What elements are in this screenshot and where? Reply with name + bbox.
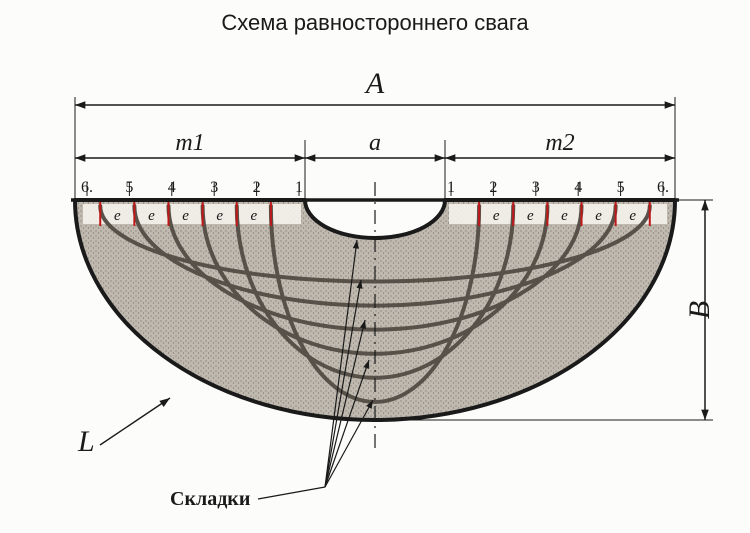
dim-B: B (683, 301, 716, 319)
e-label: e (250, 208, 257, 224)
e-label: e (182, 208, 189, 224)
folds-label: Складки (170, 488, 250, 510)
tick-number: 6. (657, 179, 669, 196)
tick-number: 5 (125, 179, 133, 196)
e-label: e (216, 208, 223, 224)
e-label: e (493, 208, 500, 224)
e-label: e (148, 208, 155, 224)
tick-number: 4 (574, 179, 582, 196)
e-label: e (527, 208, 534, 224)
dim-m1: m1 (175, 130, 204, 156)
e-label: e (114, 208, 121, 224)
tick-number: 6. (81, 179, 93, 196)
e-label: e (629, 208, 636, 224)
tick-number: 1 (295, 179, 303, 196)
dim-m2: m2 (545, 130, 574, 156)
tick-number: 2 (489, 179, 497, 196)
tick-number: 3 (532, 179, 540, 196)
diagram-title: Схема равностороннего свага (221, 10, 529, 35)
dim-A: A (364, 67, 385, 100)
e-label: e (561, 208, 568, 224)
tick-number: 1 (447, 179, 455, 196)
e-label: e (595, 208, 602, 224)
dim-L: L (77, 425, 95, 458)
tick-number: 3 (210, 179, 218, 196)
tick-number: 4 (168, 179, 176, 196)
dim-a: a (369, 130, 381, 156)
tick-number: 2 (253, 179, 261, 196)
tick-number: 5 (617, 179, 625, 196)
